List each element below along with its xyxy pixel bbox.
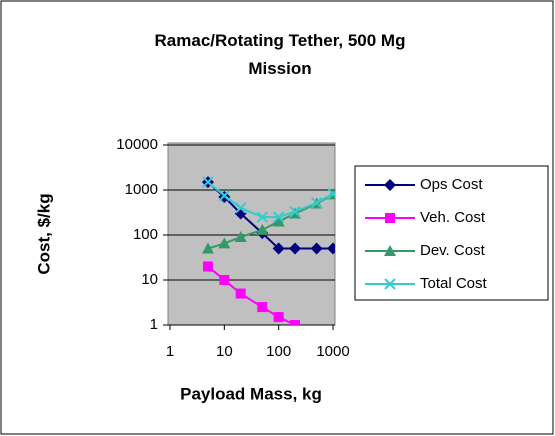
marker — [218, 189, 231, 202]
legend-label: Veh. Cost — [420, 209, 486, 226]
legend — [354, 165, 549, 301]
marker — [202, 261, 213, 272]
legend-label: Dev. Cost — [420, 242, 486, 259]
marker — [272, 242, 285, 255]
legend-label: Ops Cost — [420, 176, 483, 193]
x-tick-label: 100 — [266, 343, 291, 360]
plot-series — [201, 176, 335, 325]
legend-marker — [384, 278, 396, 290]
marker — [310, 242, 323, 255]
legend-label: Total Cost — [420, 275, 488, 292]
marker — [234, 231, 247, 243]
marker — [327, 187, 335, 200]
y-tick-label: 10000 — [116, 136, 158, 153]
marker — [218, 237, 231, 249]
legend-marker — [385, 213, 395, 223]
legend-marker — [384, 245, 396, 256]
y-tick-label: 1000 — [125, 181, 158, 198]
marker — [289, 205, 301, 218]
marker — [272, 211, 285, 223]
marker — [290, 320, 301, 325]
marker — [256, 223, 269, 235]
y-tick-label: 1 — [150, 316, 158, 333]
x-tick-label: 1 — [166, 343, 174, 360]
marker — [235, 288, 246, 299]
marker — [201, 242, 214, 254]
marker — [289, 242, 302, 255]
x-tick-label: 1000 — [316, 343, 349, 360]
marker — [219, 275, 230, 285]
marker — [257, 302, 268, 313]
x-tick-label: 10 — [216, 343, 233, 360]
x-axis-label: Payload Mass, kg — [180, 384, 322, 403]
marker — [202, 176, 214, 188]
y-axis-label: Cost, $/kg — [34, 193, 53, 274]
y-tick-label: 10 — [141, 271, 158, 288]
chart-title: Ramac/Rotating Tether, 500 Mg Mission — [155, 31, 406, 78]
marker — [272, 215, 285, 227]
marker — [327, 242, 335, 255]
marker — [310, 197, 323, 209]
marker — [234, 202, 247, 214]
y-tick-label: 100 — [133, 226, 158, 243]
marker — [256, 211, 269, 223]
legend-marker — [384, 179, 396, 191]
marker — [273, 312, 284, 323]
